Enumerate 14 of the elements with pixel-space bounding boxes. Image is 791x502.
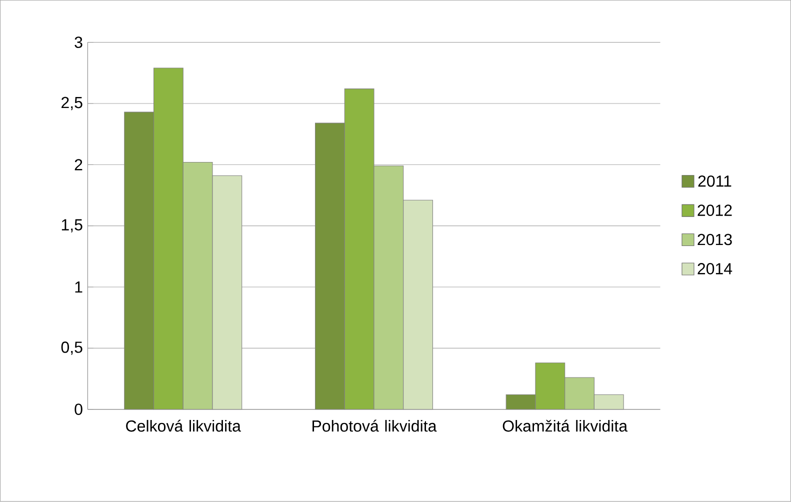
legend-label: 2011: [698, 176, 732, 187]
legend-label: 2014: [698, 263, 732, 275]
y-tick-label: 1: [75, 282, 82, 293]
y-tick-label: 2,5: [62, 97, 82, 110]
y-tick-label: 1,5: [62, 219, 82, 233]
legend-label: 2012: [698, 204, 732, 216]
legend-label: 2013: [698, 234, 732, 246]
x-tick-label: Pohotová likvidita: [312, 420, 437, 432]
y-tick-label: 2: [74, 159, 82, 170]
y-tick-label: 3: [74, 36, 82, 48]
y-tick-label: 0,5: [61, 342, 82, 355]
y-tick-label: 0: [74, 404, 82, 416]
x-tick-label: Okamžitá likvidita: [502, 420, 628, 432]
x-tick-label: Celková likvidita: [126, 420, 241, 432]
